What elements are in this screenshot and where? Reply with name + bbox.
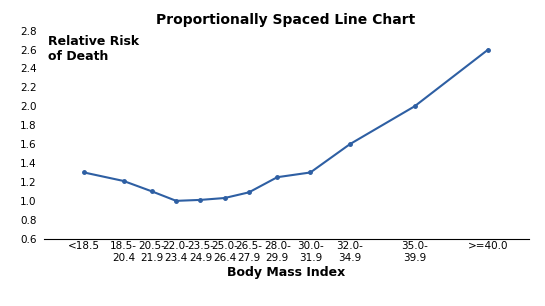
- Text: Relative Risk
of Death: Relative Risk of Death: [49, 35, 140, 63]
- X-axis label: Body Mass Index: Body Mass Index: [227, 266, 345, 279]
- Title: Proportionally Spaced Line Chart: Proportionally Spaced Line Chart: [156, 13, 416, 27]
